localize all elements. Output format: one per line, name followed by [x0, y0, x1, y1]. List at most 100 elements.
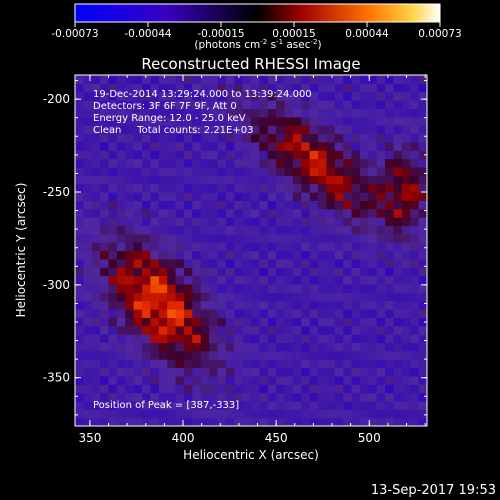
heatmap-cell	[183, 192, 193, 201]
heatmap-cell	[301, 309, 311, 318]
heatmap-cell	[292, 217, 302, 227]
heatmap-cell	[125, 200, 135, 210]
heatmap-cell	[351, 367, 361, 377]
heatmap-cell	[326, 400, 336, 410]
heatmap-cell	[301, 91, 311, 101]
heatmap-cell	[393, 150, 403, 160]
heatmap-cell	[351, 75, 361, 84]
heatmap-cell	[217, 392, 227, 402]
heatmap-cell	[418, 400, 427, 410]
heatmap-cell	[251, 192, 260, 201]
heatmap-cell	[75, 200, 84, 210]
heatmap-cell	[142, 141, 152, 151]
heatmap-cell	[267, 166, 277, 176]
heatmap-cell	[142, 384, 152, 394]
heatmap-cell	[334, 166, 344, 176]
heatmap-cell	[326, 334, 336, 344]
heatmap-cell	[410, 325, 420, 335]
heatmap-cell	[209, 384, 219, 394]
heatmap-cell	[209, 75, 219, 84]
heatmap-cell	[334, 317, 344, 327]
heatmap-cell	[100, 200, 110, 210]
heatmap-cell	[100, 375, 110, 385]
heatmap-cell	[410, 166, 420, 176]
heatmap-cell	[326, 75, 336, 84]
heatmap-cell	[200, 125, 210, 135]
heatmap-cell	[418, 183, 427, 193]
heatmap-cell	[83, 183, 93, 193]
heatmap-cell	[309, 275, 319, 285]
heatmap-cell	[376, 384, 386, 394]
heatmap-cell	[175, 208, 185, 218]
heatmap-cell	[100, 250, 110, 260]
heatmap-cell	[393, 217, 403, 227]
heatmap-cell	[125, 359, 135, 369]
heatmap-cell	[301, 292, 311, 302]
heatmap-cell	[343, 125, 353, 135]
heatmap-cell	[158, 217, 168, 227]
heatmap-cell	[175, 292, 185, 302]
heatmap-cell	[225, 334, 235, 344]
heatmap-cell	[142, 158, 152, 168]
heatmap-cell	[75, 116, 84, 126]
heatmap-cell	[192, 417, 202, 426]
heatmap-cell	[108, 150, 118, 160]
heatmap-cell	[192, 325, 202, 335]
heatmap-cell	[225, 275, 235, 285]
heatmap-cell	[418, 100, 427, 110]
heatmap-cell	[376, 217, 386, 227]
heatmap-cell	[326, 192, 336, 201]
heatmap-cell	[267, 75, 277, 84]
heatmap-cell	[242, 116, 252, 126]
heatmap-cell	[242, 334, 252, 344]
heatmap-cell	[100, 108, 110, 118]
heatmap-cell	[183, 158, 193, 168]
heatmap-cell	[217, 158, 227, 168]
annotation-energy: Energy Range: 12.0 - 25.0 keV	[93, 113, 246, 124]
heatmap-cell	[343, 91, 353, 101]
heatmap-cell	[284, 225, 294, 235]
heatmap-cell	[410, 200, 420, 210]
heatmap-cell	[368, 192, 378, 201]
heatmap-cell	[142, 375, 152, 385]
heatmap-cell	[142, 116, 152, 126]
heatmap-cell	[276, 100, 286, 110]
heatmap-cell	[175, 217, 185, 227]
heatmap-cell	[301, 283, 311, 293]
heatmap-cell	[418, 283, 427, 293]
heatmap-cell	[192, 83, 202, 93]
heatmap-cell	[385, 359, 395, 369]
heatmap-cell	[251, 350, 260, 360]
heatmap-cell	[418, 83, 427, 93]
heatmap-cell	[301, 350, 311, 360]
heatmap-cell	[167, 125, 177, 135]
heatmap-cell	[418, 75, 427, 84]
heatmap-cell	[225, 208, 235, 218]
heatmap-cell	[326, 359, 336, 369]
heatmap-cell	[410, 300, 420, 310]
heatmap-cell	[192, 258, 202, 268]
heatmap-cell	[75, 359, 84, 369]
heatmap-cell	[108, 141, 118, 151]
heatmap-cell	[217, 250, 227, 260]
heatmap-cell	[292, 150, 302, 160]
heatmap-cell	[393, 225, 403, 235]
heatmap-cell	[108, 350, 118, 360]
heatmap-cell	[368, 175, 378, 185]
heatmap-cell	[343, 267, 353, 277]
heatmap-cell	[318, 417, 328, 426]
heatmap-cell	[100, 400, 110, 410]
heatmap-cell	[309, 108, 319, 118]
heatmap-cell	[259, 375, 269, 385]
heatmap-cell	[351, 342, 361, 352]
heatmap-cell	[142, 283, 152, 293]
heatmap-cell	[385, 367, 395, 377]
heatmap-cell	[292, 292, 302, 302]
heatmap-cell	[91, 384, 101, 394]
heatmap-cell	[393, 309, 403, 318]
heatmap-cell	[116, 217, 126, 227]
heatmap-cell	[125, 417, 135, 426]
heatmap-cell	[284, 309, 294, 318]
heatmap-cell	[410, 83, 420, 93]
heatmap-cell	[125, 133, 135, 143]
